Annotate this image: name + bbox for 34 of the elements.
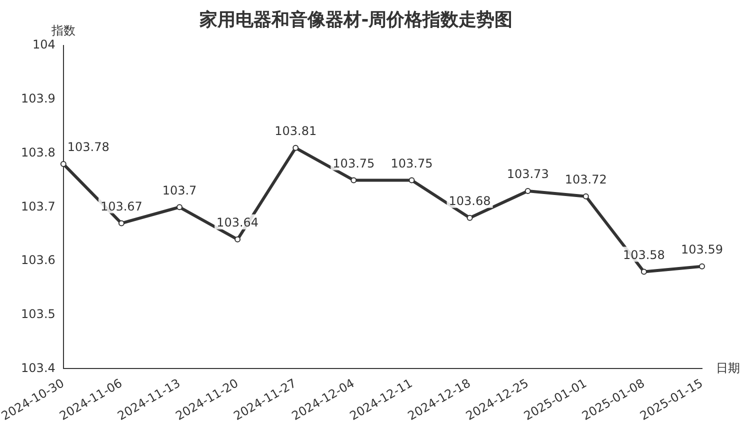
data-label: 103.68 xyxy=(448,194,491,208)
point xyxy=(292,144,299,151)
y-tick-label: 104 xyxy=(32,38,56,52)
y-tick-label: 103.7 xyxy=(21,199,56,214)
point xyxy=(699,263,705,270)
point xyxy=(350,177,357,184)
y-tick-label: 103.5 xyxy=(21,306,56,321)
data-label: 103.75 xyxy=(332,156,375,170)
data-label: 103.75 xyxy=(390,156,433,170)
point xyxy=(234,236,241,242)
y-axis-title: 指数 xyxy=(50,24,76,38)
data-label: 103.7 xyxy=(162,183,197,198)
point xyxy=(524,188,531,194)
point xyxy=(582,193,589,200)
chart-title: 家用电器和音像器材-周价格指数走势图 xyxy=(198,9,513,30)
data-label: 103.59 xyxy=(681,242,723,256)
point xyxy=(60,161,66,168)
data-label: 103.72 xyxy=(564,172,607,186)
point xyxy=(408,177,415,184)
point xyxy=(640,268,647,275)
y-tick-label: 103.9 xyxy=(21,92,56,106)
point xyxy=(176,204,183,210)
y-tick-label: 103.4 xyxy=(21,360,56,375)
data-label: 103.58 xyxy=(622,248,665,262)
y-tick-label: 103.6 xyxy=(21,253,56,268)
x-axis-title: 日期 xyxy=(716,360,740,375)
point xyxy=(118,220,124,226)
data-label: 103.81 xyxy=(274,124,317,138)
data-label: 103.67 xyxy=(100,199,142,214)
y-tick-label: 103.8 xyxy=(21,145,56,160)
data-label: 103.73 xyxy=(506,167,549,182)
data-label: 103.78 xyxy=(67,140,110,154)
point xyxy=(466,214,473,221)
data-label: 103.64 xyxy=(216,216,259,230)
